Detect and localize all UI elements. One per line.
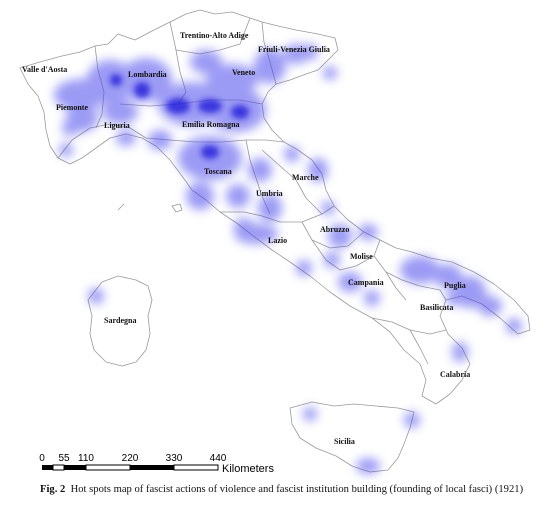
label-sardegna: Sardegna <box>104 316 136 325</box>
scale-unit-label: Kilometers <box>222 463 274 475</box>
scale-tick-label: 110 <box>78 453 94 464</box>
hotspot <box>254 48 286 84</box>
hotspot <box>284 146 300 162</box>
hotspot <box>303 407 317 421</box>
hotspot <box>62 120 78 136</box>
hotspot <box>506 318 522 334</box>
label-lazio: Lazio <box>268 236 287 245</box>
sardegna-outline <box>87 275 153 367</box>
scale-tick-label: 220 <box>122 453 139 464</box>
hotspot-core <box>231 105 249 119</box>
scale-tick-label: 330 <box>166 453 183 464</box>
scale-segment <box>130 465 174 470</box>
label-toscana: Toscana <box>204 167 232 176</box>
figure-caption: Fig. 2 Hot spots map of fascist actions … <box>40 483 545 497</box>
figure-caption-text: Hot spots map of fascist actions of viol… <box>70 484 524 495</box>
sicilia-outline <box>289 401 415 473</box>
hotspot <box>234 218 254 234</box>
border-campania-puglia <box>373 255 407 301</box>
label-calabria: Calabria <box>440 370 470 379</box>
border-calabria <box>409 329 429 365</box>
scale-segment <box>173 464 219 471</box>
border-umbria-marche <box>261 149 323 215</box>
hotspot <box>102 100 138 124</box>
hotspot <box>404 412 420 428</box>
hotspot-core <box>134 82 150 98</box>
hotspot <box>324 252 340 268</box>
hotspot <box>338 272 362 292</box>
hotspot-core <box>198 99 222 113</box>
label-trentino: Trentino-Alto Adige <box>180 31 249 40</box>
label-umbria: Umbria <box>256 189 283 198</box>
hotspot <box>88 288 104 304</box>
border-lazio <box>220 205 335 223</box>
hotspot <box>284 44 308 64</box>
hotspot <box>321 201 335 215</box>
hotspot <box>59 143 73 157</box>
label-valle-daosta: Valle d'Aosta <box>22 65 67 74</box>
hotspot-layer <box>54 44 522 474</box>
label-lombardia: Lombardia <box>128 70 167 79</box>
scale-tick-label: 440 <box>210 453 227 464</box>
hotspot <box>248 158 272 182</box>
border-molise-campania <box>311 239 381 271</box>
label-emilia: Emilia Romagna <box>182 120 240 129</box>
hotspot <box>328 224 352 248</box>
hotspot <box>116 130 136 146</box>
hotspot <box>206 64 258 96</box>
label-piemonte: Piemonte <box>56 103 88 112</box>
figure-number: Fig. 2 <box>40 484 66 495</box>
border-trentino <box>175 17 251 55</box>
hotspot <box>434 264 462 288</box>
hotspot <box>364 290 380 306</box>
hotspot <box>452 342 468 362</box>
scale-segment <box>85 464 131 471</box>
elba-island <box>171 203 183 213</box>
hotspot <box>296 260 312 276</box>
hotspot <box>226 184 250 208</box>
hotspot <box>323 66 337 80</box>
label-sicilia: Sicilia <box>334 437 355 446</box>
hotspot <box>120 58 172 102</box>
hotspot-core <box>110 74 122 86</box>
scale-tick-label: 0 <box>39 453 45 464</box>
hotspot <box>454 276 486 308</box>
label-puglia: Puglia <box>444 281 466 290</box>
label-campania: Campania <box>348 278 384 287</box>
border-liguria <box>57 123 147 159</box>
hotspot-cores <box>110 74 249 159</box>
hotspot <box>308 158 328 182</box>
italy-hotspot-map: Valle d'Aosta Piemonte Lombardia Trentin… <box>19 9 531 475</box>
scale-segment <box>52 464 65 471</box>
label-friuli: Friuli-Venezia Giulia <box>258 45 330 54</box>
region-labels: Valle d'Aosta Piemonte Lombardia Trentin… <box>22 31 470 446</box>
hotspot <box>186 182 214 210</box>
label-liguria: Liguria <box>104 121 130 130</box>
hotspot <box>86 60 134 104</box>
label-veneto: Veneto <box>232 68 255 77</box>
label-molise: Molise <box>350 252 373 261</box>
hotspot <box>190 50 222 74</box>
scale-tick-label: 55 <box>58 453 70 464</box>
hotspot-core <box>201 145 219 159</box>
label-marche: Marche <box>292 173 319 182</box>
border-abruzzo-molise <box>301 221 365 249</box>
hotspot <box>258 194 282 222</box>
scale-segment <box>42 465 53 470</box>
hotspot <box>446 290 462 306</box>
hotspot <box>148 130 172 150</box>
corsica-edge <box>117 203 125 211</box>
hotspot <box>302 44 318 60</box>
scale-segment <box>64 465 86 470</box>
hotspot-core <box>166 98 190 114</box>
label-basilicata: Basilicata <box>420 303 453 312</box>
hotspot <box>358 224 378 240</box>
hotspot <box>356 458 380 474</box>
hotspot <box>400 256 440 284</box>
scale-bar: 0 55 110 220 330 440 Kilometers <box>39 453 274 475</box>
hotspot <box>478 296 502 316</box>
label-abruzzo: Abruzzo <box>320 225 349 234</box>
border-basilicata <box>385 271 447 301</box>
